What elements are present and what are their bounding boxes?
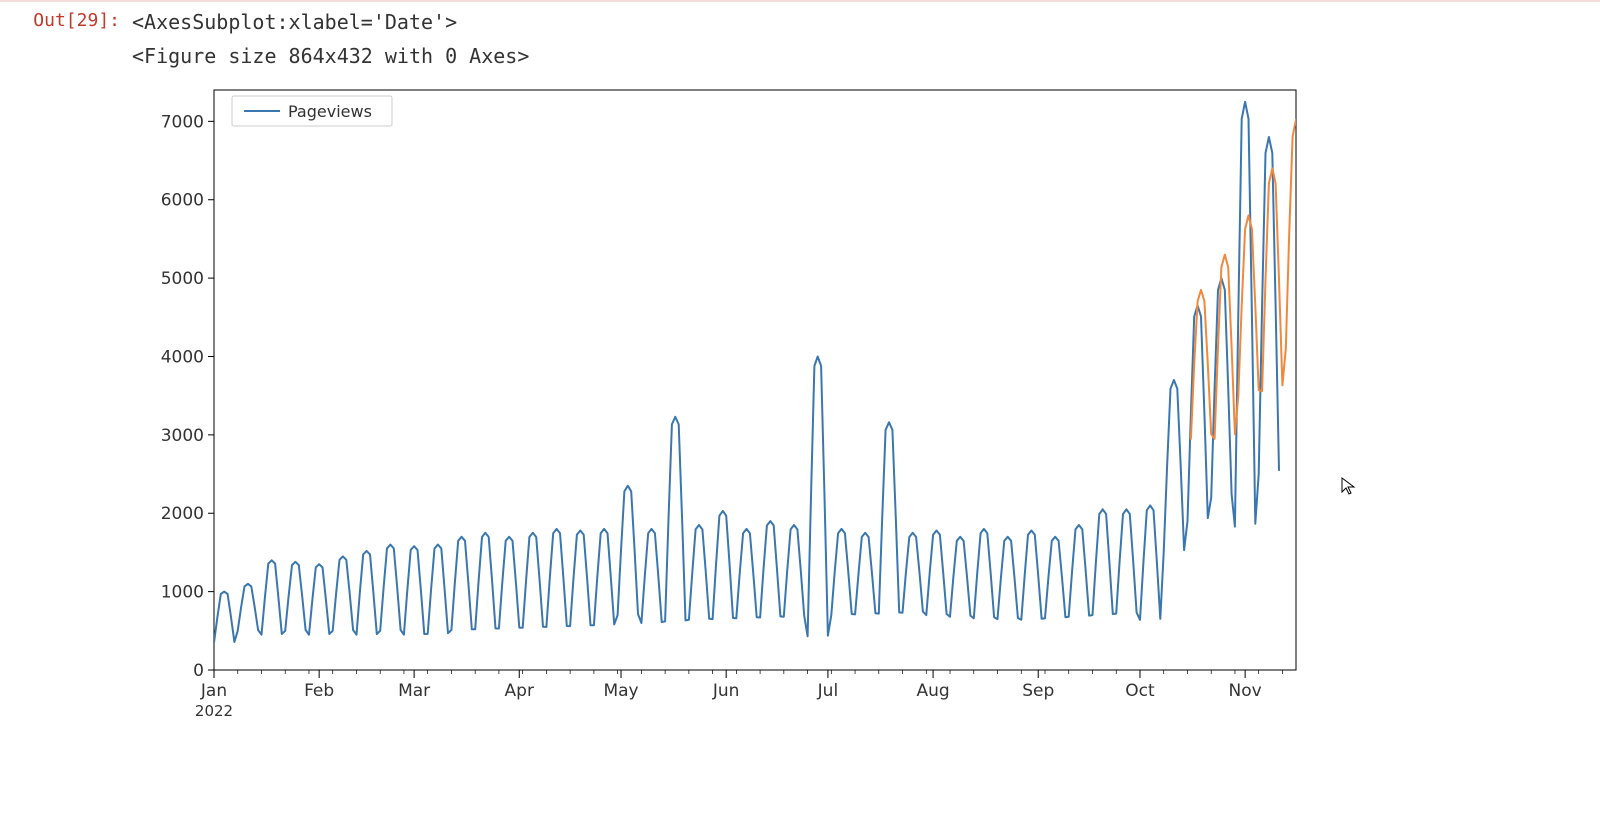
x-year-label: 2022 [195, 702, 233, 720]
output-cell: Out[29]: <AxesSubplot:xlabel='Date'> <Fi… [0, 0, 1600, 745]
x-tick-label: Jul [817, 681, 839, 701]
y-tick-label: 6000 [161, 191, 204, 211]
y-tick-label: 2000 [161, 504, 204, 524]
pageviews-chart: 0 1000 2000 3000 4000 5000 6000 7000 Jan Feb Mar Ap… [124, 80, 1424, 740]
figure-repr: <Figure size 864x432 with 0 Axes> [132, 44, 1600, 68]
x-tick-label: Jan [200, 681, 227, 701]
x-tick-label: Feb [304, 681, 334, 701]
axes-repr: <AxesSubplot:xlabel='Date'> [132, 10, 1600, 34]
mouse-cursor-icon [1340, 476, 1360, 496]
output-area: <AxesSubplot:xlabel='Date'> <Figure size… [132, 6, 1600, 745]
x-tick-label: Nov [1229, 681, 1262, 701]
y-tick-label: 4000 [161, 347, 204, 367]
x-tick-label: May [603, 681, 638, 701]
y-tick-label: 7000 [161, 112, 204, 132]
y-tick-label: 0 [193, 661, 204, 681]
y-tick-label: 5000 [161, 269, 204, 289]
x-tick-label: Jun [712, 681, 740, 701]
x-tick-label: Apr [505, 681, 534, 701]
legend: Pageviews [232, 96, 392, 126]
x-tick-label: Sep [1022, 681, 1054, 701]
output-prompt: Out[29]: [0, 6, 132, 31]
chart-container: 0 1000 2000 3000 4000 5000 6000 7000 Jan Feb Mar Ap… [124, 80, 1600, 745]
y-tick-label: 3000 [161, 426, 204, 446]
legend-label: Pageviews [288, 102, 372, 121]
y-tick-label: 1000 [161, 583, 204, 603]
x-tick-label: Mar [398, 681, 430, 701]
x-tick-label: Aug [916, 681, 949, 701]
x-tick-label: Oct [1125, 681, 1155, 701]
